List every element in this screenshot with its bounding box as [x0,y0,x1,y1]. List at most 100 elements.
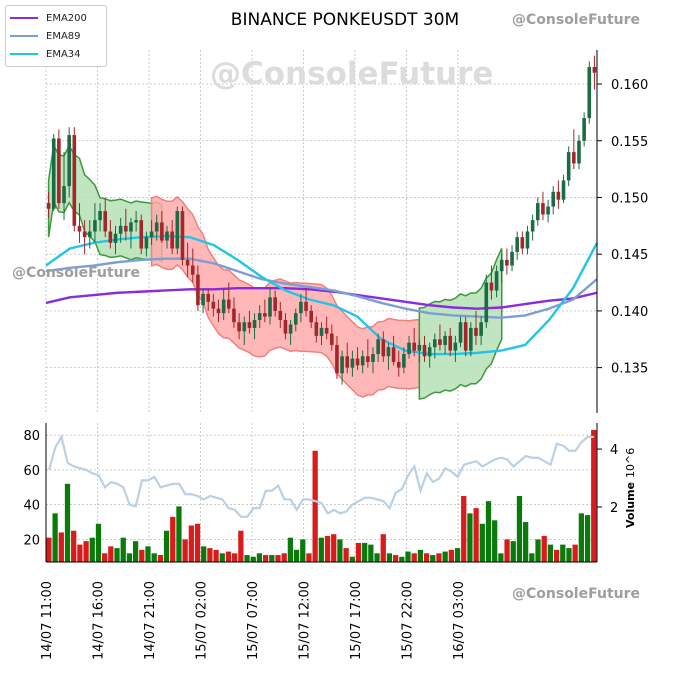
time-tick-label: 15/07 17:00 [349,581,364,660]
volume-bar [442,551,448,562]
volume-bar [275,555,281,562]
candle-body [463,322,468,351]
candle-body [381,339,386,357]
candle-body [499,259,504,272]
volume-bar [473,508,479,562]
volume-bar [306,553,312,562]
volume-bar [467,513,473,562]
candle-body [113,233,118,243]
candle-body [278,310,283,320]
candle-body [304,301,308,311]
candle-body [510,251,514,266]
candle-body [587,67,592,119]
volume-left-tick-label: 60 [23,464,40,479]
volume-bar [547,544,554,562]
candle-body [247,322,252,328]
candle-body [355,358,360,366]
candle-body [407,342,411,355]
candle-body [438,339,442,345]
candle-body [314,322,319,336]
legend-item-ema200: EMA200 [10,9,102,27]
candle-body [82,231,87,238]
volume-bar [157,555,164,562]
time-tick-label: 14/07 16:00 [91,581,106,660]
volume-bar [194,523,201,562]
volume-bar [244,555,250,562]
volume-bar [163,530,170,562]
volume-bar [262,555,269,562]
volume-bar [58,532,64,562]
volume-bar [182,539,188,562]
candle-body [87,231,92,238]
candle-body [505,259,509,266]
ema89-line [45,257,598,319]
legend-item-ema34: EMA34 [10,45,102,63]
candle-body [288,324,293,334]
volume-left-tick-label: 20 [23,533,40,548]
volume-bar [479,523,485,562]
volume-bar [436,553,442,562]
time-tick-label: 15/07 02:00 [194,581,209,660]
candle-body [93,220,97,232]
candle-body [520,237,525,249]
candle-body [556,191,561,200]
volume-bar [591,429,597,562]
volume-bar [349,556,355,562]
watermark-bottom-right: @ConsoleFuture [512,586,640,602]
volume-bar [516,495,523,562]
volume-bar [399,556,405,562]
candle-body [535,203,540,221]
volume-bar [46,537,52,562]
candle-body [484,282,489,323]
candle-body [293,313,298,325]
candle-body [67,135,71,187]
volume-bar [566,548,572,562]
volume-bar [145,546,151,562]
volume-bar [151,553,157,562]
candle-body [180,211,185,260]
volume-bar [337,539,343,562]
legend-swatch-ema200 [10,17,38,19]
volume-bar [64,483,71,562]
volume-bar [95,523,102,562]
candle-body [546,206,550,215]
volume-bar [126,553,133,562]
volume-bar [52,513,58,562]
candle-body [458,322,463,343]
candle-body [165,231,169,241]
candle-body [134,220,138,223]
volume-bar [83,541,89,562]
candle-body [273,297,277,311]
legend-label-ema89: EMA89 [46,30,81,42]
volume-bar [250,556,256,562]
legend-label-ema34: EMA34 [46,48,81,60]
candle-body [360,356,365,366]
volume-bar [139,549,145,562]
volume-bar [461,495,467,562]
volume-bar [225,551,232,562]
candle-body [206,293,211,302]
volume-bar [523,522,529,562]
candle-body [118,225,123,234]
volume-bar [201,546,207,562]
candle-body [551,191,556,207]
candle-body [577,140,581,164]
candle-body [160,222,164,241]
volume-bar [560,544,566,562]
candle-body [201,293,205,306]
volume-axis-label: Volume [624,482,637,528]
candle-body [412,342,416,351]
volume-bar [584,515,591,562]
candle-body [371,354,375,362]
candle-body [170,231,174,249]
candle-body [329,333,334,345]
candle-body [77,225,82,232]
volume-bar [355,542,362,562]
candle-body [386,347,391,357]
candle-body [566,152,571,181]
candle-body [263,313,267,317]
candle-body [350,358,355,368]
candle-body [340,356,344,374]
candle-body [335,344,339,374]
